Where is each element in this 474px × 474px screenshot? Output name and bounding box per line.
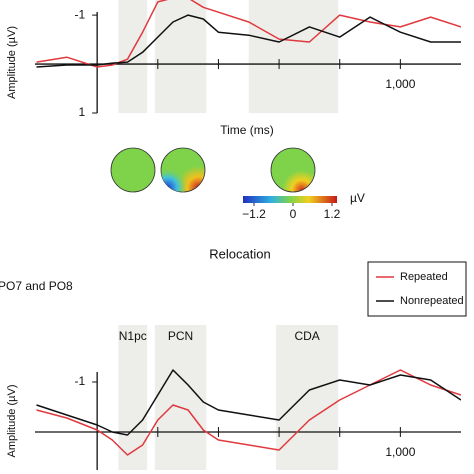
colorbar <box>243 196 337 203</box>
time-window <box>154 0 207 113</box>
series-line <box>36 369 461 436</box>
series-line <box>36 0 461 68</box>
chart-title: Relocation <box>209 246 270 261</box>
chart: N1pc PCN CDA 1,000 -1 Amplitude (µV) Relocatio… <box>0 246 467 470</box>
series-line <box>36 369 461 456</box>
x-axis-label: Time (ms) <box>220 123 274 137</box>
chart: 1,000 -1 1 Time (ms) Amplitude (µV) <box>6 0 461 137</box>
legend-label: Repeated <box>400 271 448 283</box>
y-axis-label: Amplitude (µV) <box>6 26 18 99</box>
x-tick-label: 1,000 <box>385 77 415 91</box>
chart-subtitle: PO7 and PO8 <box>0 279 73 293</box>
time-window <box>276 325 339 470</box>
colorbar-unit: µV <box>350 191 365 205</box>
legend-box <box>367 261 467 317</box>
y-tick-label: -1 <box>74 7 85 21</box>
colorbar-tick-label: 0 <box>290 207 297 221</box>
y-axis-label: Amplitude (µV) <box>6 385 18 458</box>
legend-label: Nonrepeated <box>400 295 464 307</box>
y-tick-label: -1 <box>74 374 85 388</box>
time-window <box>118 0 148 113</box>
y-tick-label: 1 <box>78 105 85 119</box>
colorbar-tick-label: −1.2 <box>242 207 266 221</box>
time-window <box>154 325 207 470</box>
window-label: N1pc <box>119 329 147 343</box>
topomaps <box>110 147 316 193</box>
window-label: PCN <box>168 329 193 343</box>
time-window <box>118 325 148 470</box>
series-line <box>36 14 461 68</box>
x-tick-label: 1,000 <box>385 445 415 459</box>
colorbar-tick-label: 1.2 <box>324 207 341 221</box>
time-window <box>248 0 339 113</box>
window-label: CDA <box>294 329 319 343</box>
